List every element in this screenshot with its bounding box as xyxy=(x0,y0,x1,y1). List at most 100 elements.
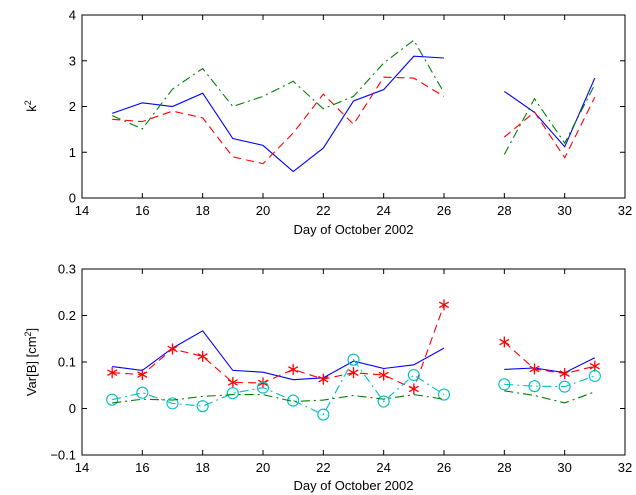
bottom-panel: 14 16 18 20 22 24 26 28 30 32 −0.1 0 0.1 0.2 0.3 Day of… xyxy=(23,262,632,494)
asterisk-marker xyxy=(197,350,208,362)
y-tick-label: 0.1 xyxy=(58,355,76,370)
series-line xyxy=(112,55,445,173)
asterisk-stroke xyxy=(529,365,540,373)
y-axis-label: k2 xyxy=(23,100,39,112)
x-axis-label: Day of October 2002 xyxy=(294,478,414,493)
x-tick-label: 18 xyxy=(195,203,209,218)
asterisk-stroke xyxy=(137,371,148,378)
x-tick-label: 22 xyxy=(316,460,330,475)
asterisk-marker xyxy=(167,343,178,355)
series-line xyxy=(111,39,445,130)
asterisk-stroke xyxy=(318,375,329,383)
series-line xyxy=(504,375,595,388)
y-axis-label-text: k xyxy=(24,105,39,112)
circle-marker xyxy=(347,353,360,366)
y-tick-label: 0.3 xyxy=(58,262,76,277)
y-tick-label: 0 xyxy=(69,401,76,416)
asterisk-stroke xyxy=(167,345,178,353)
asterisk-stroke xyxy=(107,369,118,377)
asterisk-marker xyxy=(107,367,118,379)
x-tick-label: 14 xyxy=(75,460,89,475)
y-axis-label-text: Var[B] [cm xyxy=(24,336,39,396)
asterisk-stroke xyxy=(197,353,208,360)
x-tick-label: 26 xyxy=(437,460,451,475)
series-line xyxy=(504,357,596,374)
x-tick-label: 20 xyxy=(256,203,270,218)
series-2 xyxy=(106,353,601,421)
y-axis-label-end: ] xyxy=(24,328,39,332)
asterisk-stroke xyxy=(559,370,570,377)
y-tick-label: 2 xyxy=(69,99,76,114)
x-tick-label: 26 xyxy=(437,203,451,218)
y-tick-label: −0.1 xyxy=(50,448,76,463)
series-1 xyxy=(112,76,596,165)
series-3 xyxy=(112,390,595,404)
asterisk-marker xyxy=(137,369,148,381)
circle-marker xyxy=(558,380,571,393)
top-panel: 14 16 18 20 22 24 26 28 30 32 0 1 2 3 4 Day of October … xyxy=(23,8,632,238)
series-line xyxy=(504,390,595,404)
asterisk-marker xyxy=(348,367,359,379)
circle-marker xyxy=(498,378,511,391)
asterisk-stroke xyxy=(257,379,269,387)
asterisk-stroke xyxy=(227,379,238,386)
circle-marker xyxy=(256,381,270,394)
circle-marker xyxy=(528,380,541,393)
series-line xyxy=(112,304,445,390)
series-line xyxy=(503,77,596,148)
y-axis-label-superscript: 2 xyxy=(23,331,33,336)
series-line xyxy=(503,97,596,159)
asterisk-marker xyxy=(288,363,299,375)
asterisk-marker xyxy=(438,299,450,311)
x-axis-label: Day of October 2002 xyxy=(294,222,414,237)
circle-marker xyxy=(437,388,451,401)
axes-box xyxy=(81,268,626,456)
x-tick-label: 30 xyxy=(557,203,571,218)
circle-marker xyxy=(377,395,390,408)
series-2 xyxy=(111,39,596,155)
series-line xyxy=(503,341,595,375)
asterisk-marker xyxy=(529,363,540,375)
y-axis-label: Var[B] [cm2] xyxy=(23,328,39,396)
x-tick-label: 24 xyxy=(376,460,390,475)
x-tick-label: 32 xyxy=(618,203,632,218)
asterisk-marker xyxy=(559,368,570,380)
x-tick-label: 14 xyxy=(75,203,89,218)
y-tick-label: 1 xyxy=(69,145,76,160)
y-tick-label: 4 xyxy=(69,8,76,23)
asterisk-marker xyxy=(378,369,389,381)
y-axis-label-superscript: 2 xyxy=(23,100,33,105)
x-tick-label: 32 xyxy=(618,460,632,475)
circle-marker xyxy=(226,387,239,400)
x-tick-label: 16 xyxy=(135,203,149,218)
y-tick-label: 0 xyxy=(69,191,76,206)
asterisk-marker xyxy=(589,360,600,372)
x-tick-label: 22 xyxy=(316,203,330,218)
circle-marker xyxy=(196,400,209,413)
asterisk-stroke xyxy=(408,385,419,393)
circle-marker xyxy=(136,386,149,399)
asterisk-marker xyxy=(227,376,238,388)
circle-marker xyxy=(588,369,601,383)
y-tick-label: 0.2 xyxy=(58,308,76,323)
series-0 xyxy=(112,55,596,173)
series-1 xyxy=(107,299,600,395)
circle-marker xyxy=(407,368,420,382)
series-line xyxy=(112,76,445,165)
series-line xyxy=(503,84,596,155)
x-tick-label: 20 xyxy=(256,460,270,475)
x-tick-label: 16 xyxy=(135,460,149,475)
asterisk-stroke xyxy=(589,362,600,370)
x-tick-label: 18 xyxy=(195,460,209,475)
series-line xyxy=(112,394,445,404)
asterisk-stroke xyxy=(438,301,450,309)
asterisk-marker xyxy=(499,336,510,348)
y-tick-label: 3 xyxy=(69,53,76,68)
x-tick-label: 30 xyxy=(557,460,571,475)
circle-marker xyxy=(317,408,330,421)
asterisk-stroke xyxy=(499,338,510,346)
asterisk-marker xyxy=(408,383,419,395)
asterisk-stroke xyxy=(378,371,389,379)
circle-marker xyxy=(166,397,179,410)
